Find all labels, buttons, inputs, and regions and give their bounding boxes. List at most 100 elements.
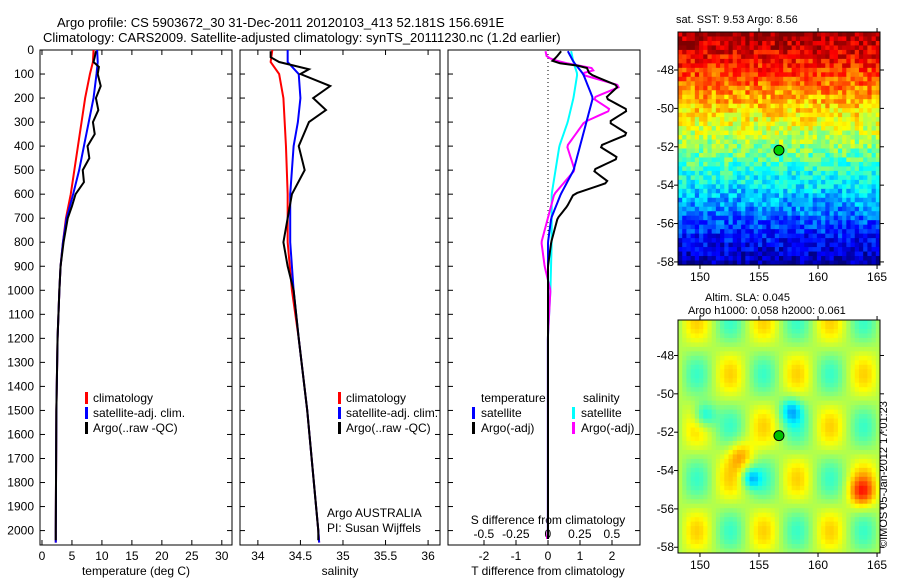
map-cell xyxy=(812,161,818,167)
map-cell xyxy=(829,229,835,235)
map-cell xyxy=(791,436,797,442)
map-cell xyxy=(833,342,839,348)
map-cell xyxy=(707,503,713,509)
map-cell xyxy=(741,467,746,473)
map-cell xyxy=(728,517,734,523)
map-cell xyxy=(762,355,767,361)
map-cell xyxy=(875,242,881,248)
map-cell xyxy=(779,130,784,136)
map-cell xyxy=(766,517,772,523)
x-tick-label: 10 xyxy=(95,549,109,563)
map-cell xyxy=(703,423,708,429)
map-cell xyxy=(821,512,826,518)
map-cell xyxy=(724,135,729,141)
map-cell xyxy=(732,161,738,167)
map-cell xyxy=(867,521,873,527)
map-cell xyxy=(694,99,700,105)
map-cell xyxy=(715,373,721,379)
map-cell xyxy=(854,215,860,221)
map-cell xyxy=(678,337,683,343)
map-cell xyxy=(745,238,751,244)
map-cell xyxy=(808,197,814,203)
map-cell xyxy=(757,499,763,505)
map-cell xyxy=(728,130,734,136)
map-cell xyxy=(711,409,717,415)
map-cell xyxy=(779,117,784,123)
map-cell xyxy=(762,373,767,379)
map-cell xyxy=(736,324,742,330)
map-cell xyxy=(863,157,868,163)
map-cell xyxy=(699,175,704,181)
map-cell xyxy=(800,481,805,487)
map-cell xyxy=(690,76,696,82)
map-cell xyxy=(821,436,826,442)
map-cell xyxy=(686,400,692,406)
map-cell xyxy=(741,45,746,51)
map-cell xyxy=(783,121,788,127)
map-cell xyxy=(829,256,835,262)
depth-tick-label: 1300 xyxy=(7,355,34,369)
map-cell xyxy=(783,418,788,424)
map-cell xyxy=(825,382,830,388)
map-cell xyxy=(720,224,725,230)
map-cell xyxy=(694,112,700,118)
map-cell xyxy=(749,440,755,446)
map-cell xyxy=(795,94,801,100)
map-cell xyxy=(875,157,881,163)
map-cell xyxy=(783,467,788,473)
map-cell xyxy=(804,148,809,154)
map-cell xyxy=(779,391,784,397)
map-cell xyxy=(787,260,793,266)
map-cell xyxy=(749,161,755,167)
map-cell xyxy=(779,40,784,46)
map-cell xyxy=(795,229,801,235)
map-cell xyxy=(774,328,780,334)
map-cell xyxy=(678,445,683,451)
map-cell xyxy=(707,175,713,181)
map-cell xyxy=(791,67,797,73)
map-cell xyxy=(694,378,700,384)
map-cell xyxy=(753,188,759,194)
map-cell xyxy=(720,418,725,424)
map-cell xyxy=(678,215,683,221)
map-cell xyxy=(783,148,788,154)
map-cell xyxy=(703,512,708,518)
map-cell xyxy=(833,54,839,60)
map-cell xyxy=(678,112,683,118)
map-cell xyxy=(804,369,809,375)
map-cell xyxy=(757,445,763,451)
map-cell xyxy=(762,476,767,482)
map-cell xyxy=(825,517,830,523)
map-cell xyxy=(728,58,734,64)
map-cell xyxy=(682,490,687,496)
map-cell xyxy=(858,117,864,123)
map-cell xyxy=(732,423,738,429)
map-cell xyxy=(791,40,797,46)
map-cell xyxy=(741,220,746,226)
map-cell xyxy=(732,229,738,235)
map-cell xyxy=(732,211,738,217)
map-cell xyxy=(703,260,708,266)
map-cell xyxy=(875,117,881,123)
map-cell xyxy=(808,45,814,51)
map-cell xyxy=(808,324,814,330)
map-cell xyxy=(690,90,696,96)
map-cell xyxy=(808,211,814,217)
map-cell xyxy=(850,152,856,158)
map-cell xyxy=(732,76,738,82)
map-cell xyxy=(812,242,818,248)
map-cell xyxy=(808,242,814,248)
map-cell xyxy=(846,215,852,221)
map-cell xyxy=(753,220,759,226)
map-cell xyxy=(678,58,683,64)
map-cell xyxy=(694,233,700,239)
map-cell xyxy=(842,337,847,343)
map-cell xyxy=(800,324,805,330)
map-cell xyxy=(804,337,809,343)
map-cell xyxy=(678,342,683,348)
map-cell xyxy=(795,85,801,91)
map-cell xyxy=(837,112,843,118)
map-cell xyxy=(770,499,776,505)
map-cell xyxy=(703,355,708,361)
map-cell xyxy=(732,373,738,379)
